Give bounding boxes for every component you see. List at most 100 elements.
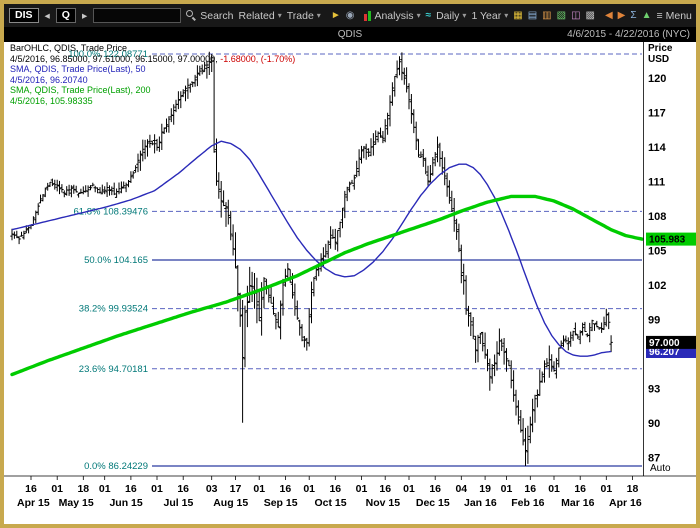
fib-label: 23.6% 94.70181 xyxy=(79,364,148,375)
x-day-tick-label: 01 xyxy=(356,483,368,495)
x-day-tick-label: 19 xyxy=(479,483,491,495)
legend-change-value: -1.68000, (-1.70%) xyxy=(220,53,296,64)
sma200-price-badge xyxy=(646,232,696,246)
chart-titlebar: QDIS 4/6/2015 - 4/22/2016 (NYC) xyxy=(4,27,696,42)
range-menu[interactable]: 1 Year ▾ xyxy=(471,9,509,22)
x-month-label: Jun 15 xyxy=(109,497,142,509)
y-tick-label: 111 xyxy=(648,176,665,188)
sma200-price-badge-value: 105.983 xyxy=(649,235,686,246)
x-month-label: Apr 15 xyxy=(17,497,50,509)
analysis-candle-icon xyxy=(364,10,372,21)
related-menu[interactable]: Related ▾ xyxy=(238,9,282,22)
price-chart-canvas[interactable]: 100.0% 122.08771 61.8% 108.39476 50.0% 104… xyxy=(4,42,696,524)
fib-label: 0.0% 86.24229 xyxy=(84,461,148,472)
price-axis-title: USD xyxy=(648,54,669,65)
y-tick-label: 99 xyxy=(648,314,660,326)
chevron-down-icon: ▾ xyxy=(416,11,421,20)
interval-menu[interactable]: Daily ▾ xyxy=(436,9,467,22)
top-toolbar: DIS ◂ Q ▸ Search Related ▾ Trade ▾ ► ◉ A… xyxy=(4,4,696,27)
alert-icon[interactable]: ▲ xyxy=(641,9,652,21)
x-month-label: Apr 16 xyxy=(609,497,642,509)
x-day-tick-label: 18 xyxy=(627,483,639,495)
pan-left-icon[interactable]: ◀ xyxy=(604,9,613,21)
x-day-tick-label: 16 xyxy=(574,483,586,495)
x-day-tick-label: 16 xyxy=(280,483,292,495)
area-chart-icon[interactable]: ▧ xyxy=(556,9,567,21)
last-price-badge-value: 97.000 xyxy=(649,338,680,349)
x-day-tick-label: 01 xyxy=(600,483,612,495)
snapshot-icon[interactable]: ◉ xyxy=(345,9,355,21)
legend-sma50-name: SMA, QDIS, Trade Price(Last), 50 xyxy=(10,64,146,74)
fib-label: 61.8% 108.39476 xyxy=(74,206,148,217)
chevron-down-icon: ▾ xyxy=(462,11,467,20)
x-day-tick-label: 16 xyxy=(524,483,536,495)
chart-area: BarOHLC, QDIS, Trade Price 4/5/2016, 96.… xyxy=(4,42,696,524)
x-day-tick-label: 01 xyxy=(51,483,63,495)
candle-chart-icon[interactable]: ▥ xyxy=(542,9,552,21)
x-month-label: Jul 15 xyxy=(164,497,194,509)
x-day-tick-label: 17 xyxy=(230,483,242,495)
back-icon[interactable]: ◂ xyxy=(44,9,50,22)
sma50-price-badge-value: 96.207 xyxy=(649,347,680,358)
analysis-menu[interactable]: Analysis ▾ xyxy=(364,10,421,22)
search-button[interactable]: Search xyxy=(186,10,234,22)
x-day-tick-label: 16 xyxy=(177,483,189,495)
price-axis-title: Price xyxy=(648,43,673,54)
y-tick-label: 120 xyxy=(648,73,666,85)
pointer-icon[interactable]: ► xyxy=(330,9,341,21)
sum-icon[interactable]: Σ xyxy=(630,9,637,21)
fib-label: 100.0% 122.08771 xyxy=(68,49,148,60)
y-tick-label: 90 xyxy=(648,418,660,430)
y-tick-label: 105 xyxy=(648,245,666,257)
chart-title: QDIS xyxy=(337,29,363,40)
forward-icon[interactable]: ▸ xyxy=(81,9,88,22)
last-price-badge xyxy=(646,335,696,349)
auto-scale-label: Auto xyxy=(650,463,671,474)
x-day-tick-label: 18 xyxy=(77,483,89,495)
chevron-down-icon: ▾ xyxy=(504,11,509,20)
x-day-tick-label: 16 xyxy=(125,483,137,495)
sma200-line xyxy=(10,194,644,377)
symbol-chip[interactable]: DIS xyxy=(9,8,39,23)
x-month-label: Feb 16 xyxy=(511,497,544,509)
x-day-tick-label: 01 xyxy=(151,483,163,495)
menu-icon: ≡ xyxy=(656,9,663,22)
legend-ohlc-values: 4/5/2016, 96.85000, 97.61000, 96.15000, … xyxy=(10,53,296,64)
x-month-label: Dec 15 xyxy=(416,497,450,509)
layers-icon[interactable]: ▩ xyxy=(585,9,595,21)
x-month-label: Jan 16 xyxy=(464,497,497,509)
line-chart-icon[interactable]: ▤ xyxy=(527,9,538,21)
x-day-tick-label: 03 xyxy=(206,483,218,495)
search-input[interactable] xyxy=(93,8,182,23)
chevron-down-icon: ▾ xyxy=(316,11,321,20)
x-day-tick-label: 01 xyxy=(501,483,513,495)
chevron-down-icon: ▾ xyxy=(277,11,282,20)
x-day-tick-label: 01 xyxy=(548,483,560,495)
x-day-tick-label: 01 xyxy=(403,483,415,495)
x-day-tick-label: 04 xyxy=(455,483,467,495)
x-day-tick-label: 16 xyxy=(25,483,37,495)
y-tick-label: 87 xyxy=(648,452,660,464)
x-day-tick-label: 16 xyxy=(429,483,441,495)
grid-icon[interactable]: ▦ xyxy=(513,9,523,21)
legend-sma200-value: 4/5/2016, 105.98335 xyxy=(10,95,93,106)
compare-icon[interactable]: ◫ xyxy=(571,9,581,21)
menu-button[interactable]: ≡ Menu xyxy=(656,9,692,22)
x-month-label: Sep 15 xyxy=(264,497,298,509)
pan-right-icon[interactable]: ▶ xyxy=(617,9,626,21)
x-month-label: Nov 15 xyxy=(366,497,401,509)
ohlc-close-ticks xyxy=(12,57,613,451)
quote-button[interactable]: Q xyxy=(55,8,76,23)
ohlc-open-ticks xyxy=(10,59,612,453)
y-tick-label: 93 xyxy=(648,383,660,395)
magnifier-icon xyxy=(186,10,197,21)
fib-retracement xyxy=(152,53,642,467)
x-day-tick-label: 16 xyxy=(329,483,341,495)
x-day-tick-label: 01 xyxy=(99,483,111,495)
x-month-label: May 15 xyxy=(59,497,94,509)
x-month-label: Mar 16 xyxy=(561,497,594,509)
wave-icon[interactable]: ≈ xyxy=(425,9,432,21)
chart-legend: BarOHLC, QDIS, Trade Price 4/5/2016, 96.… xyxy=(10,43,295,106)
trade-menu[interactable]: Trade ▾ xyxy=(286,9,321,22)
